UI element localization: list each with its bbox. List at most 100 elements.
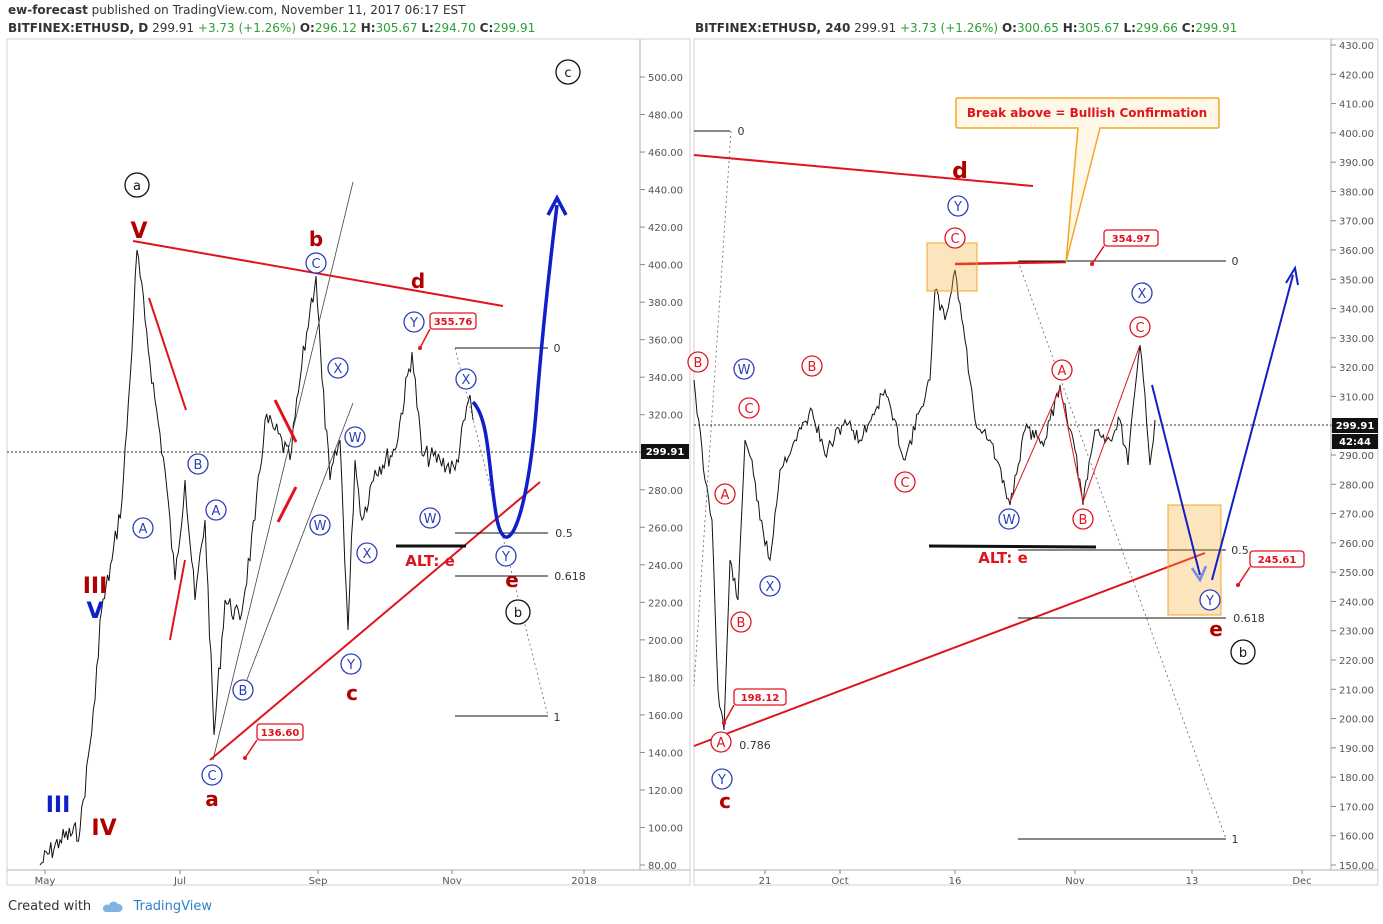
left-open: 296.12 bbox=[314, 21, 357, 35]
left-c-label: C: bbox=[479, 21, 494, 35]
wave-circle-text: Y bbox=[409, 316, 418, 331]
wave-circle-text: B bbox=[808, 360, 817, 375]
wave-circle-text: X bbox=[1138, 287, 1147, 302]
left-close: 299.91 bbox=[493, 21, 536, 35]
left-y-axis: 80.00 100.00 120.00 140.00 160.00 180.00 200.0… bbox=[640, 73, 689, 872]
bullish-confirmation-note: Break above = Bullish Confirmation bbox=[955, 97, 1220, 263]
wave-circle-text: Y bbox=[717, 773, 726, 788]
fib-level-label: 0.5 bbox=[555, 527, 573, 540]
right-x-tick-label: Dec bbox=[1292, 876, 1311, 887]
right-y-tick-label: 180.00 bbox=[1339, 773, 1374, 784]
wave-circle-text: C bbox=[950, 232, 959, 247]
left-y-tick-label: 220.00 bbox=[648, 598, 683, 609]
wave-circle-text: Y bbox=[1205, 594, 1214, 609]
fib-level-label: 1 bbox=[1232, 833, 1239, 846]
wave-circle-text: W bbox=[314, 519, 327, 534]
left-price-series bbox=[39, 249, 474, 866]
alt-e-label: ALT: e bbox=[405, 552, 455, 570]
price-callout: 354.97 bbox=[1090, 229, 1159, 266]
right-y-tick-label: 270.00 bbox=[1339, 510, 1374, 521]
alt-e-label: ALT: e bbox=[978, 549, 1028, 567]
left-price-tag bbox=[641, 444, 689, 459]
left-low: 294.70 bbox=[433, 21, 476, 35]
wave-circle-label: A bbox=[710, 731, 732, 753]
right-low: 299.66 bbox=[1135, 21, 1178, 35]
right-y-tick-label: 420.00 bbox=[1339, 70, 1374, 81]
left-y-tick-label: 120.00 bbox=[648, 786, 683, 797]
wave-circle-text: A bbox=[212, 504, 221, 519]
right-x-axis: 21 Oct 16 Nov 13 Dec bbox=[759, 870, 1312, 887]
note-text: Break above = Bullish Confirmation bbox=[967, 106, 1207, 120]
price-callout: 198.12 bbox=[722, 688, 787, 725]
right-triangle-lower-line bbox=[693, 552, 1206, 747]
fib-level-label: 0 bbox=[1232, 255, 1239, 268]
right-y-tick-label: 330.00 bbox=[1339, 334, 1374, 345]
tradingview-brand-link[interactable]: TradingView bbox=[133, 899, 212, 914]
right-time-tag-text: 42:44 bbox=[1339, 437, 1371, 448]
right-open: 300.65 bbox=[1016, 21, 1059, 35]
price-callout-text: 136.60 bbox=[261, 728, 300, 739]
right-y-tick-label: 160.00 bbox=[1339, 832, 1374, 843]
wave-circle-label: X bbox=[455, 368, 477, 390]
left-y-tick-label: 360.00 bbox=[648, 336, 683, 347]
fib-level-label: 0 bbox=[554, 342, 561, 355]
right-change: +3.73 (+1.26%) bbox=[899, 21, 999, 35]
left-channel-lower bbox=[242, 402, 354, 691]
wave-text-label: d bbox=[952, 159, 968, 184]
right-y-tick-label: 430.00 bbox=[1339, 41, 1374, 52]
wave-circle-label: Y bbox=[711, 768, 733, 790]
wave-circle-text: b bbox=[514, 606, 522, 621]
wave-circle-label: Y bbox=[1199, 589, 1221, 611]
wave-circle-text: a bbox=[133, 179, 141, 194]
right-symbol-legend: BITFINEX:ETHUSD, 240 299.91 +3.73 (+1.26… bbox=[695, 21, 1237, 35]
wave-circle-label: W bbox=[344, 426, 366, 448]
wave-text-label: c bbox=[719, 789, 731, 813]
right-y-axis: 150.00 160.00 170.00 180.00 190.00 200.00 210.… bbox=[1331, 41, 1378, 872]
left-y-tick-label: 480.00 bbox=[648, 111, 683, 122]
left-l-label: L: bbox=[421, 21, 434, 35]
wave-text-label: b bbox=[309, 227, 323, 251]
wave-circle-label: B bbox=[187, 453, 209, 475]
right-y-tick-label: 290.00 bbox=[1339, 451, 1374, 462]
right-symbol[interactable]: BITFINEX:ETHUSD, 240 bbox=[695, 21, 851, 35]
wave-circle-label: X bbox=[356, 542, 378, 564]
right-y-tick-label: 280.00 bbox=[1339, 480, 1374, 491]
wave-circle-label: A bbox=[132, 517, 154, 539]
wave-text-label: e bbox=[1209, 617, 1223, 641]
right-h-label: H: bbox=[1062, 21, 1078, 35]
wave-circle-text: W bbox=[349, 431, 362, 446]
right-y-tick-label: 210.00 bbox=[1339, 685, 1374, 696]
left-symbol-legend: BITFINEX:ETHUSD, D 299.91 +3.73 (+1.26%)… bbox=[8, 21, 535, 35]
wave-circle-label: X bbox=[1131, 282, 1153, 304]
left-price-tag-text: 299.91 bbox=[646, 447, 685, 458]
left-channel-upper bbox=[212, 181, 354, 761]
price-callout: 136.60 bbox=[243, 723, 304, 760]
wave-circle-text: B bbox=[1079, 513, 1088, 528]
right-x-tick-label: 16 bbox=[949, 876, 962, 887]
publisher-line: ew-forecast published on TradingView.com… bbox=[8, 3, 466, 17]
right-y-tick-label: 150.00 bbox=[1339, 861, 1374, 872]
wave-circle-label: C bbox=[201, 764, 223, 786]
left-symbol[interactable]: BITFINEX:ETHUSD, D bbox=[8, 21, 149, 35]
left-y-tick-label: 160.00 bbox=[648, 711, 683, 722]
wave-circle-text: A bbox=[1058, 364, 1067, 379]
author-name[interactable]: ew-forecast bbox=[8, 3, 88, 17]
wave-text-label: d bbox=[411, 269, 425, 293]
wave-circle-label: Y bbox=[340, 653, 362, 675]
wave-circle-label: Y bbox=[403, 311, 425, 333]
left-x-axis: May Jul Sep Nov 2018 bbox=[35, 870, 597, 887]
left-y-tick-label: 260.00 bbox=[648, 523, 683, 534]
right-y-tick-label: 400.00 bbox=[1339, 129, 1374, 140]
wave-circle-label: C bbox=[738, 397, 760, 419]
wave-circle-label: C bbox=[305, 252, 327, 274]
right-y-tick-label: 240.00 bbox=[1339, 597, 1374, 608]
left-x-tick-label: 2018 bbox=[571, 876, 596, 887]
right-high: 305.67 bbox=[1077, 21, 1120, 35]
left-projection-path bbox=[471, 204, 559, 539]
wave-circle-label: X bbox=[759, 575, 781, 597]
left-y-tick-label: 80.00 bbox=[648, 861, 677, 872]
wave-circle-text: A bbox=[717, 736, 726, 751]
price-callout-text: 355.76 bbox=[434, 317, 473, 328]
right-panel-frame bbox=[693, 38, 1379, 886]
